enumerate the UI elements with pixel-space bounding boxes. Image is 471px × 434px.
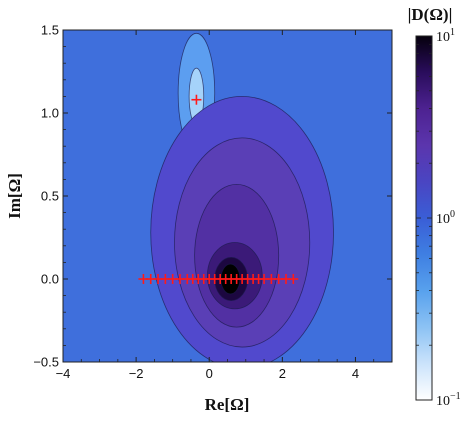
y-tick-label: 1.0 xyxy=(41,106,59,121)
y-tick-label: 1.5 xyxy=(41,23,59,38)
colorbar: |D(Ω)| 101 100 10−1 xyxy=(408,5,461,409)
marker-point-0 xyxy=(191,94,202,105)
x-tick-label: 4 xyxy=(352,366,359,381)
colorbar-label: 10−1 xyxy=(436,391,461,409)
colorbar-label: 100 xyxy=(436,209,455,227)
y-tick-label: −0.5 xyxy=(33,355,59,370)
marker-point-25 xyxy=(288,274,299,284)
x-tick-label: −2 xyxy=(129,366,144,381)
colorbar-ticks: 101 100 10−1 xyxy=(416,27,461,409)
y-tick-label: 0.5 xyxy=(41,189,59,204)
colorbar-title: |D(Ω)| xyxy=(408,5,453,24)
y-axis: −0.5 0.0 0.5 1.0 1.5 xyxy=(33,23,392,370)
x-tick-label: −4 xyxy=(56,366,71,381)
x-axis-title: Re[Ω] xyxy=(205,395,250,414)
x-axis: −4 −2 0 2 4 xyxy=(56,30,393,381)
y-axis-title: Im[Ω] xyxy=(5,173,24,219)
y-tick-label: 0.0 xyxy=(41,272,59,287)
x-tick-label: 2 xyxy=(279,366,286,381)
plot-area xyxy=(63,30,392,362)
x-tick-label: 0 xyxy=(206,366,213,381)
colorbar-label: 101 xyxy=(436,27,455,45)
